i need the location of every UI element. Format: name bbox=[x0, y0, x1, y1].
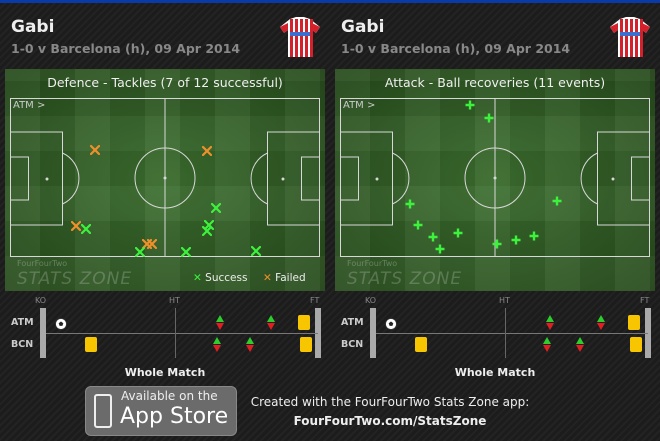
event-marker-failed bbox=[89, 144, 100, 155]
goal-ball-icon bbox=[385, 315, 397, 330]
badge-line1: Available on the bbox=[121, 389, 218, 403]
event-marker-recovery bbox=[511, 235, 521, 245]
timeline-label: Whole Match bbox=[454, 366, 536, 379]
brand-small: FourFourTwo bbox=[17, 259, 68, 268]
event-marker-success bbox=[201, 225, 212, 236]
legend-failed: ✕ Failed bbox=[263, 272, 306, 285]
ko-label: KO bbox=[365, 296, 377, 305]
panel-defence: Gabi 1-0 v Barcelona (h), 09 Apr 2014 De… bbox=[0, 3, 330, 381]
event-marker-recovery bbox=[529, 231, 539, 241]
brand-small: FourFourTwo bbox=[347, 259, 398, 268]
app-store-badge[interactable]: Available on the App Store bbox=[85, 386, 237, 436]
legend-label: Success bbox=[205, 272, 248, 284]
yellow-card-icon bbox=[298, 315, 310, 330]
player-name: Gabi bbox=[11, 17, 55, 37]
match-info: 1-0 v Barcelona (h), 09 Apr 2014 bbox=[11, 41, 241, 56]
event-marker-recovery bbox=[428, 232, 438, 242]
team-shirt-icon bbox=[608, 15, 652, 59]
event-marker-success bbox=[181, 247, 192, 258]
substitution-icon bbox=[597, 315, 605, 331]
ht-label: HT bbox=[499, 296, 510, 305]
event-marker-recovery bbox=[453, 228, 463, 238]
event-marker-failed bbox=[146, 238, 157, 249]
team-label-bcn: BCN bbox=[341, 339, 364, 350]
brand-logo: STATS ZONE bbox=[347, 269, 463, 289]
iphone-icon bbox=[94, 394, 112, 428]
substitution-icon bbox=[546, 315, 554, 331]
substitution-icon bbox=[267, 315, 275, 331]
team-shirt-icon bbox=[278, 15, 322, 59]
timeline-divider bbox=[376, 333, 648, 334]
team-label-atm: ATM bbox=[341, 317, 364, 328]
legend-marker-icon: ✕ bbox=[193, 272, 202, 284]
pitch-lines bbox=[336, 98, 654, 257]
halftime-line bbox=[175, 308, 176, 358]
chart-title: Defence - Tackles (7 of 12 successful) bbox=[47, 75, 283, 90]
team-label-bcn: BCN bbox=[11, 339, 34, 350]
substitution-icon bbox=[216, 315, 224, 331]
pitch bbox=[336, 98, 654, 257]
ft-bar bbox=[315, 308, 321, 358]
ft-bar bbox=[645, 308, 651, 358]
attack-direction: ATM > bbox=[13, 100, 46, 111]
chart-title: Attack - Ball recoveries (11 events) bbox=[384, 75, 606, 90]
event-marker-success bbox=[211, 203, 222, 214]
substitution-icon bbox=[576, 337, 584, 353]
legend-success: ✕ Success bbox=[193, 272, 247, 285]
event-marker-recovery bbox=[492, 239, 502, 249]
substitution-icon bbox=[246, 337, 254, 353]
ko-label: KO bbox=[35, 296, 47, 305]
ht-label: HT bbox=[169, 296, 180, 305]
player-name: Gabi bbox=[341, 17, 385, 37]
pitch-area: Defence - Tackles (7 of 12 successful) A… bbox=[5, 69, 325, 291]
yellow-card-icon bbox=[630, 337, 642, 352]
pitch-area: Attack - Ball recoveries (11 events) ATM… bbox=[335, 69, 655, 291]
event-marker-recovery bbox=[484, 113, 494, 123]
timeline-divider bbox=[46, 333, 318, 334]
substitution-icon bbox=[213, 337, 221, 353]
event-marker-recovery bbox=[552, 196, 562, 206]
ft-label: FT bbox=[310, 296, 320, 305]
match-info: 1-0 v Barcelona (h), 09 Apr 2014 bbox=[341, 41, 571, 56]
event-marker-failed bbox=[201, 145, 212, 156]
ko-bar bbox=[370, 308, 376, 358]
event-marker-success bbox=[134, 247, 145, 258]
ft-label: FT bbox=[640, 296, 650, 305]
timeline-label: Whole Match bbox=[124, 366, 206, 379]
panel-attack: Gabi 1-0 v Barcelona (h), 09 Apr 2014 At… bbox=[330, 3, 660, 381]
yellow-card-icon bbox=[415, 337, 427, 352]
team-label-atm: ATM bbox=[11, 317, 34, 328]
match-timeline: KO HT FT ATM BCN Whole Match bbox=[330, 293, 660, 383]
badge-line2: App Store bbox=[120, 404, 229, 429]
event-marker-success bbox=[251, 245, 262, 256]
yellow-card-icon bbox=[628, 315, 640, 330]
credit-text: Created with the FourFourTwo Stats Zone … bbox=[250, 395, 530, 409]
ko-bar bbox=[40, 308, 46, 358]
pitch-lines bbox=[6, 98, 324, 257]
event-marker-recovery bbox=[405, 199, 415, 209]
attack-direction: ATM > bbox=[343, 100, 376, 111]
event-marker-recovery bbox=[435, 244, 445, 254]
legend-marker-icon: ✕ bbox=[263, 272, 272, 284]
event-marker-failed bbox=[71, 220, 82, 231]
event-marker-success bbox=[204, 220, 215, 231]
legend-label: Failed bbox=[275, 272, 306, 284]
pitch bbox=[6, 98, 324, 258]
yellow-card-icon bbox=[85, 337, 97, 352]
halftime-line bbox=[505, 308, 506, 358]
event-marker-recovery bbox=[413, 220, 423, 230]
substitution-icon bbox=[543, 337, 551, 353]
goal-ball-icon bbox=[55, 315, 67, 330]
top-bar bbox=[0, 0, 660, 3]
yellow-card-icon bbox=[300, 337, 312, 352]
brand-logo: STATS ZONE bbox=[17, 269, 133, 289]
match-timeline: KO HT FT ATM BCN Whole Match bbox=[0, 293, 330, 383]
credit-url[interactable]: FourFourTwo.com/StatsZone bbox=[293, 414, 487, 428]
event-marker-success bbox=[80, 224, 91, 235]
event-marker-recovery bbox=[465, 100, 475, 110]
